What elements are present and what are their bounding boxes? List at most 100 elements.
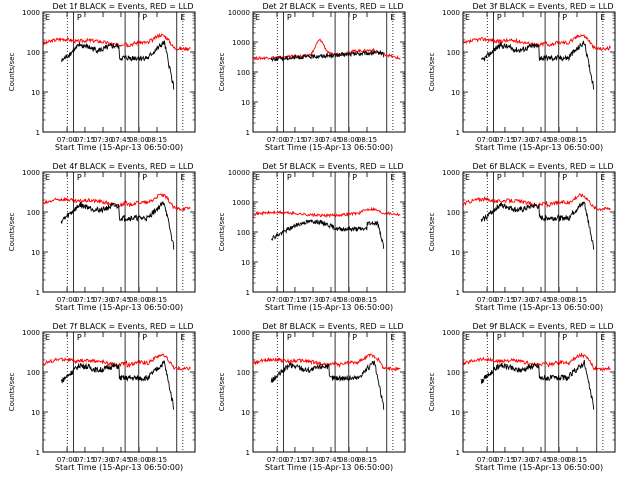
chart-panel-2: Det 2f BLACK = Events, RED = LLD Counts/s… <box>218 2 406 152</box>
x-axis-label: Start Time (15-Apr-13 06:50:00) <box>55 463 183 472</box>
y-tick-label: 1000 <box>22 329 40 337</box>
x-tick-label: 07:30 <box>93 296 113 304</box>
y-axis-label: Counts/sec <box>428 373 436 412</box>
event-marker-label: E <box>390 173 395 182</box>
plot-frame <box>462 331 616 453</box>
x-tick-label: 08:00 <box>339 456 359 464</box>
x-axis-label: Start Time (15-Apr-13 06:50:00) <box>55 303 183 312</box>
event-marker-label: P <box>142 333 147 342</box>
x-tick-label: 07:15 <box>75 136 95 144</box>
x-tick-label: 07:30 <box>303 296 323 304</box>
x-tick-label: 07:15 <box>495 296 515 304</box>
events-series-line <box>60 40 175 90</box>
y-tick-label: 10 <box>31 89 40 97</box>
x-tick-label: 08:15 <box>357 296 377 304</box>
chart-title: Det 3f BLACK = Events, RED = LLD <box>472 2 613 11</box>
x-tick-label: 07:00 <box>267 456 287 464</box>
lld-series-line <box>42 353 191 371</box>
x-tick-label: 08:15 <box>147 296 167 304</box>
y-tick-label: 1 <box>456 449 460 457</box>
x-tick-label: 07:30 <box>513 456 533 464</box>
event-marker-label: P <box>287 333 292 342</box>
plot-frame <box>252 331 406 453</box>
x-tick-label: 07:15 <box>495 456 515 464</box>
x-tick-label: 07:30 <box>93 136 113 144</box>
y-tick-label: 1 <box>36 289 40 297</box>
y-tick-label: 100 <box>27 369 40 377</box>
events-series-line <box>481 40 595 90</box>
lld-series-line <box>462 352 611 372</box>
chart-title: Det 8f BLACK = Events, RED = LLD <box>262 322 403 331</box>
chart-panel-3: Det 3f BLACK = Events, RED = LLD Counts/s… <box>428 2 616 152</box>
chart-title: Det 9f BLACK = Events, RED = LLD <box>472 322 613 331</box>
x-tick-label: 07:15 <box>285 136 305 144</box>
y-tick-label: 100 <box>27 49 40 57</box>
y-tick-label: 100 <box>447 369 460 377</box>
y-tick-label: 1000 <box>232 329 250 337</box>
lld-series-line <box>252 353 401 372</box>
y-tick-label: 1000 <box>232 199 250 207</box>
x-tick-label: 07:00 <box>57 136 77 144</box>
x-tick-label: 07:00 <box>477 456 497 464</box>
y-tick-label: 10 <box>241 259 250 267</box>
event-marker-label: E <box>255 333 260 342</box>
x-tick-label: 08:15 <box>147 456 167 464</box>
x-tick-label: 08:15 <box>357 456 377 464</box>
events-series-line <box>270 360 385 410</box>
x-tick-label: 07:30 <box>513 136 533 144</box>
y-tick-label: 10 <box>451 249 460 257</box>
x-tick-label: 07:15 <box>495 136 515 144</box>
x-tick-label: 07:30 <box>513 296 533 304</box>
x-tick-label: 07:00 <box>267 136 287 144</box>
event-marker-label: P <box>352 173 357 182</box>
x-tick-label: 07:30 <box>303 456 323 464</box>
x-tick-label: 07:00 <box>267 296 287 304</box>
events-series-line <box>480 359 595 410</box>
lld-series-line <box>462 193 611 212</box>
lld-series-line <box>463 33 611 52</box>
plot-frame <box>462 171 616 293</box>
plot-frame <box>252 171 406 293</box>
chart-panel-1: Det 1f BLACK = Events, RED = LLD Counts/s… <box>8 2 196 152</box>
x-tick-label: 07:45 <box>321 136 341 144</box>
y-tick-label: 10 <box>31 409 40 417</box>
event-marker-label: E <box>465 333 470 342</box>
event-marker-label: P <box>287 173 292 182</box>
event-marker-label: E <box>390 13 395 22</box>
x-tick-label: 07:30 <box>93 456 113 464</box>
x-tick-label: 08:00 <box>129 136 149 144</box>
chart-panel-6: Det 6f BLACK = Events, RED = LLD Counts/s… <box>428 162 616 312</box>
x-tick-label: 07:45 <box>111 456 131 464</box>
y-axis-label: Counts/sec <box>8 53 16 92</box>
x-tick-label: 08:00 <box>339 296 359 304</box>
event-marker-label: E <box>390 333 395 342</box>
event-marker-label: P <box>562 173 567 182</box>
x-tick-label: 08:00 <box>129 296 149 304</box>
plot-frame <box>42 171 196 293</box>
event-marker-label: E <box>465 13 470 22</box>
y-tick-label: 100 <box>237 369 250 377</box>
y-tick-label: 1000 <box>232 39 250 47</box>
y-tick-label: 10 <box>241 409 250 417</box>
y-tick-label: 1 <box>456 289 460 297</box>
event-marker-label: E <box>45 173 50 182</box>
events-series-line <box>60 200 175 250</box>
x-axis-label: Start Time (15-Apr-13 06:50:00) <box>55 143 183 152</box>
x-axis-label: Start Time (15-Apr-13 06:50:00) <box>475 463 603 472</box>
event-marker-label: P <box>287 13 292 22</box>
x-tick-label: 07:00 <box>57 296 77 304</box>
x-axis-label: Start Time (15-Apr-13 06:50:00) <box>475 143 603 152</box>
x-tick-label: 07:15 <box>75 296 95 304</box>
event-marker-label: P <box>352 333 357 342</box>
y-tick-label: 1 <box>246 129 250 137</box>
event-marker-label: E <box>180 333 185 342</box>
x-tick-label: 07:45 <box>111 296 131 304</box>
event-marker-label: E <box>45 13 50 22</box>
x-axis-label: Start Time (15-Apr-13 06:50:00) <box>265 463 393 472</box>
y-tick-label: 100 <box>447 209 460 217</box>
x-tick-label: 07:00 <box>477 296 497 304</box>
x-tick-label: 07:30 <box>303 136 323 144</box>
y-axis-label: Counts/sec <box>218 213 226 252</box>
event-marker-label: P <box>77 173 82 182</box>
